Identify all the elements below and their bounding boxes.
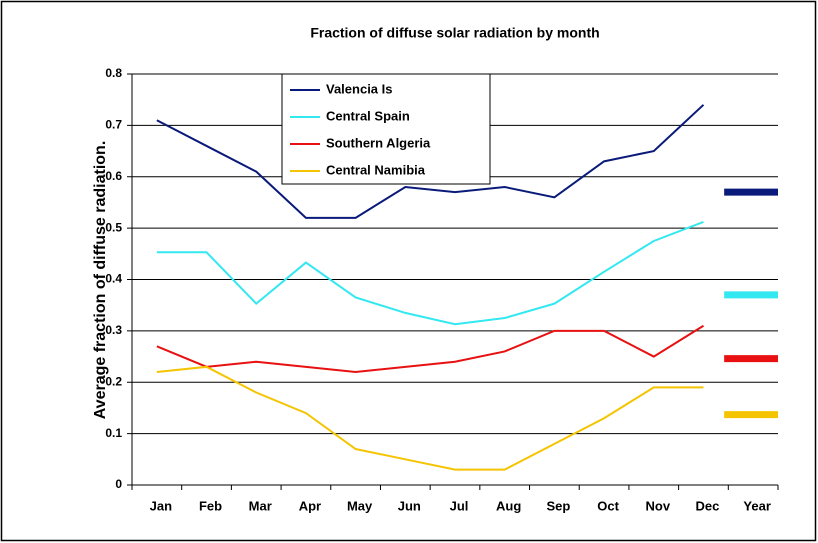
x-tick-label: Dec — [696, 498, 720, 513]
series-line — [156, 324, 704, 373]
y-tick-label: 0.3 — [105, 323, 122, 337]
x-tick-label: Sep — [546, 498, 570, 513]
y-tick-label: 0.1 — [105, 426, 122, 440]
legend-label: Valencia Is — [326, 81, 393, 96]
y-tick-label: 0.2 — [105, 374, 122, 388]
y-axis-title: Average fraction of diffuse radiation. — [92, 141, 109, 420]
x-tick-label: Apr — [299, 498, 321, 513]
series-line — [156, 221, 704, 326]
legend-label: Central Namibia — [326, 162, 426, 177]
chart-title: Fraction of diffuse solar radiation by m… — [310, 25, 599, 41]
x-tick-label: Oct — [597, 498, 619, 513]
x-tick-label: Year — [743, 498, 770, 513]
y-tick-label: 0.6 — [105, 169, 122, 183]
series-line — [156, 365, 704, 471]
legend-label: Southern Algeria — [326, 135, 431, 150]
y-tick-label: 0.5 — [105, 220, 122, 234]
x-tick-label: Jun — [398, 498, 421, 513]
x-tick-label: Aug — [496, 498, 521, 513]
y-tick-label: 0.8 — [105, 66, 122, 80]
x-tick-label: Jul — [450, 498, 469, 513]
x-tick-label: Jan — [150, 498, 172, 513]
x-tick-label: Mar — [249, 498, 272, 513]
x-tick-label: Feb — [199, 498, 222, 513]
x-tick-label: Nov — [645, 498, 670, 513]
y-tick-label: 0.4 — [105, 272, 122, 286]
legend-label: Central Spain — [326, 108, 410, 123]
legend-box — [281, 73, 491, 185]
y-tick-label: 0 — [115, 477, 122, 491]
series-line — [156, 104, 705, 219]
y-tick-label: 0.7 — [105, 118, 122, 132]
x-tick-label: May — [347, 498, 373, 513]
